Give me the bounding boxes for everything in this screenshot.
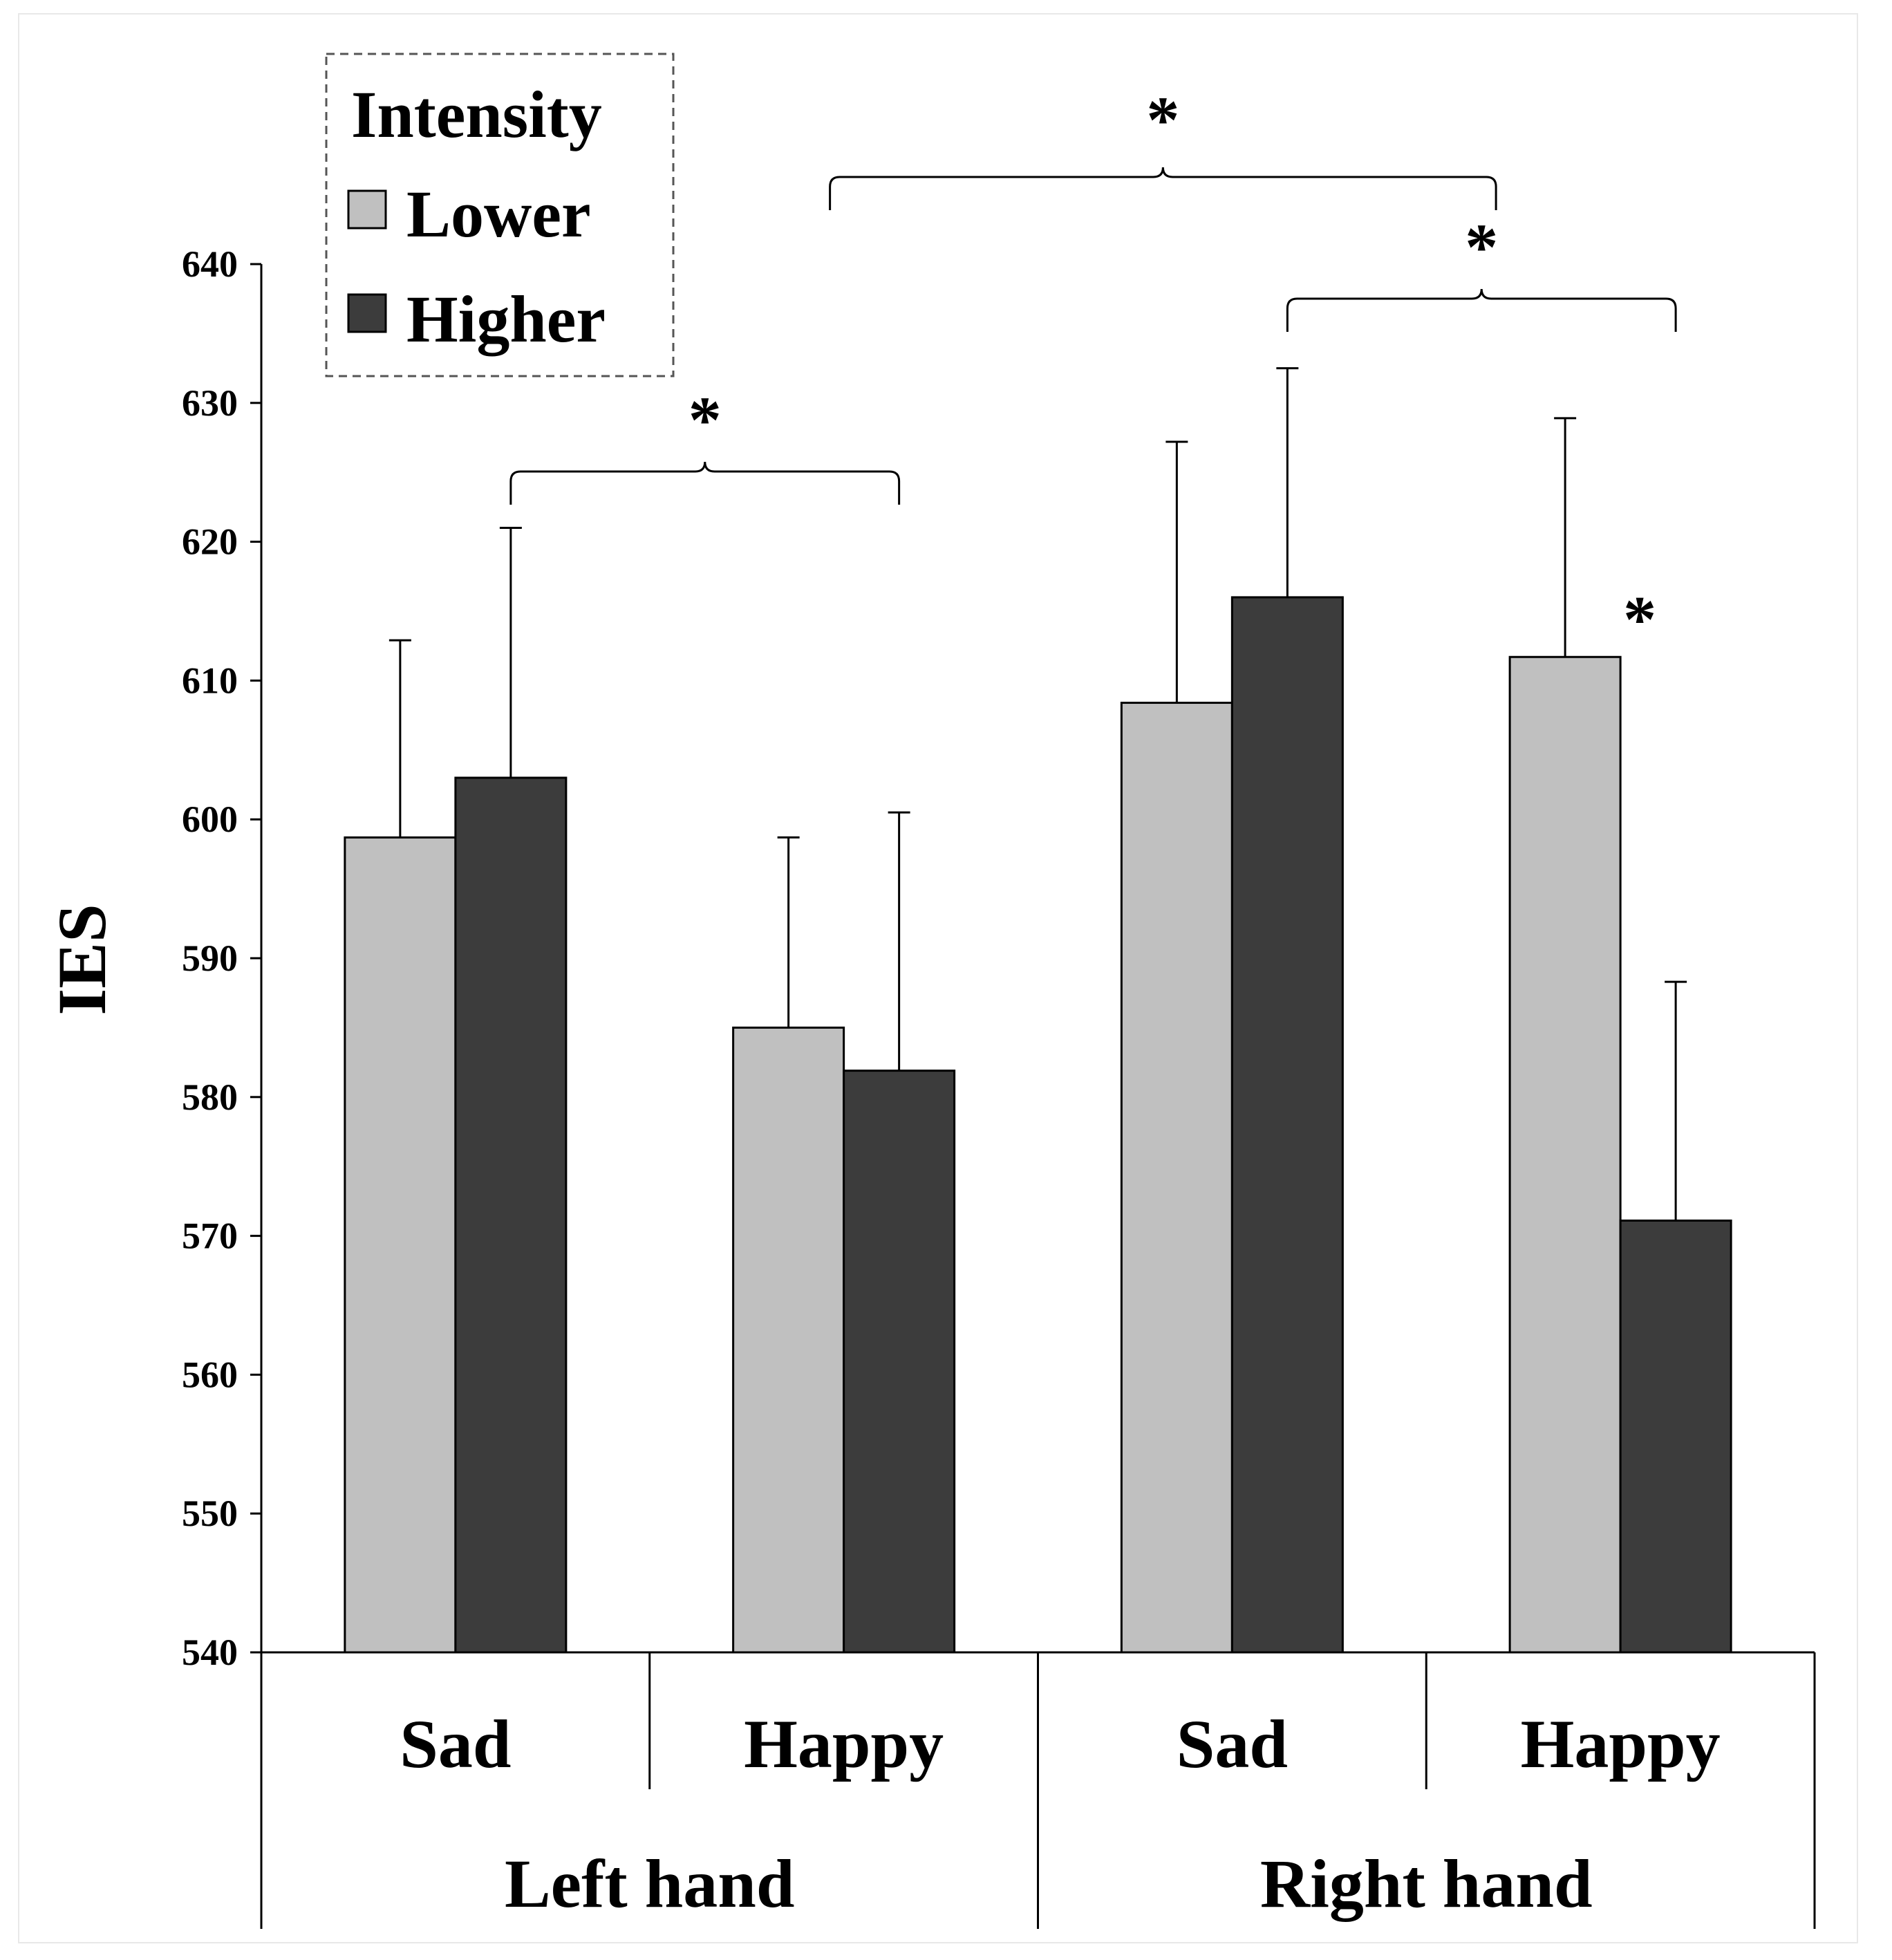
bar-lower bbox=[1120, 702, 1233, 1654]
chart-frame bbox=[18, 13, 1858, 1943]
y-axis-label: IES bbox=[44, 904, 120, 1015]
significance-bracket bbox=[829, 167, 1497, 210]
y-tick-label: 620 bbox=[182, 521, 238, 563]
y-tick-label: 630 bbox=[182, 382, 238, 424]
legend: Intensity Lower Higher bbox=[325, 53, 675, 377]
x-category-label: Sad bbox=[400, 1706, 511, 1782]
y-tick-label: 590 bbox=[182, 937, 238, 979]
significance-star: * bbox=[1623, 582, 1656, 656]
legend-label-higher: Higher bbox=[406, 282, 606, 356]
y-tick-label: 570 bbox=[182, 1215, 238, 1257]
significance-star: * bbox=[1465, 210, 1498, 284]
x-group-label: Right hand bbox=[1260, 1845, 1593, 1922]
x-group-label: Left hand bbox=[505, 1845, 795, 1922]
significance-star: * bbox=[1146, 83, 1179, 157]
y-tick-label: 600 bbox=[182, 799, 238, 840]
y-tick-label: 540 bbox=[182, 1632, 238, 1673]
y-tick-label: 610 bbox=[182, 660, 238, 701]
x-category-label: Happy bbox=[1521, 1706, 1721, 1782]
legend-title: Intensity bbox=[351, 77, 602, 151]
y-tick-label: 640 bbox=[182, 243, 238, 285]
legend-swatch-higher bbox=[347, 293, 387, 333]
y-tick-label: 580 bbox=[182, 1076, 238, 1118]
significance-bracket bbox=[509, 461, 901, 505]
bar-higher bbox=[454, 776, 568, 1654]
bar-higher bbox=[1619, 1220, 1732, 1654]
legend-label-lower: Lower bbox=[406, 177, 591, 251]
x-category-label: Sad bbox=[1177, 1706, 1288, 1782]
significance-bracket bbox=[1286, 288, 1677, 332]
bar-lower bbox=[1508, 655, 1622, 1654]
bar-higher bbox=[1230, 596, 1344, 1654]
bar-lower bbox=[344, 836, 457, 1654]
x-category-label: Happy bbox=[744, 1706, 944, 1782]
bar-higher bbox=[843, 1070, 956, 1654]
bar-lower bbox=[732, 1026, 845, 1654]
y-tick-label: 560 bbox=[182, 1354, 238, 1395]
legend-swatch-lower bbox=[347, 189, 387, 230]
y-tick-label: 550 bbox=[182, 1493, 238, 1534]
significance-star: * bbox=[689, 383, 722, 457]
